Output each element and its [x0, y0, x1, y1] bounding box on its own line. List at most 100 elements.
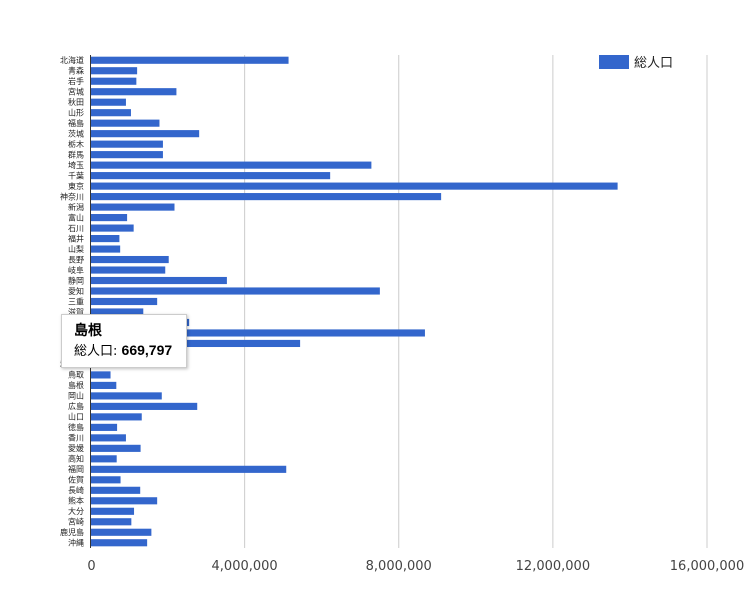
tooltip-series-label: 総人口:: [74, 344, 118, 359]
bar[interactable]: [90, 539, 148, 547]
bar[interactable]: [90, 371, 111, 379]
category-label: 埼玉: [68, 160, 84, 170]
category-label: 長崎: [68, 485, 84, 495]
category-label: 佐賀: [68, 475, 84, 485]
x-tick-label: 0: [87, 559, 95, 574]
bar[interactable]: [90, 109, 131, 117]
category-label: 熊本: [68, 496, 84, 506]
bar[interactable]: [90, 77, 137, 85]
category-label: 青森: [68, 66, 84, 76]
x-axis-tick-labels: 0 4,000,000 8,000,000 12,000,000 16,000,000: [87, 559, 744, 574]
category-label: 山形: [68, 107, 84, 117]
legend-swatch: [599, 55, 629, 69]
x-tick-label: 4,000,000: [212, 559, 278, 574]
category-label: 秋田: [68, 97, 84, 107]
legend-label: 総人口: [634, 56, 673, 71]
bar[interactable]: [90, 172, 331, 180]
bar[interactable]: [90, 119, 160, 127]
category-label: 愛知: [68, 286, 84, 296]
category-label: 大分: [68, 506, 84, 516]
bar[interactable]: [90, 402, 198, 410]
category-label: 新潟: [68, 202, 84, 212]
bar[interactable]: [90, 245, 121, 253]
category-label: 富山: [68, 212, 84, 222]
bar[interactable]: [90, 413, 142, 421]
category-label: 高知: [68, 454, 84, 464]
category-label: 滋賀: [68, 307, 84, 317]
bar[interactable]: [90, 444, 141, 452]
bar[interactable]: [90, 276, 227, 285]
legend: 総人口: [599, 55, 673, 71]
category-label: 栃木: [68, 139, 84, 149]
category-label: 長野: [68, 255, 84, 264]
bar[interactable]: [90, 140, 163, 148]
category-label: 三重: [68, 296, 84, 306]
bar[interactable]: [90, 67, 138, 75]
bar[interactable]: [90, 98, 126, 106]
category-label: 茨城: [68, 128, 84, 138]
bar[interactable]: [90, 130, 200, 138]
bar[interactable]: [90, 255, 169, 264]
category-label: 東京: [68, 181, 84, 191]
bar[interactable]: [90, 203, 175, 211]
bar[interactable]: [90, 518, 132, 526]
category-label: 静岡: [68, 275, 84, 285]
category-label: 群馬: [68, 149, 84, 159]
bar[interactable]: [90, 486, 141, 494]
bar[interactable]: [90, 423, 118, 431]
category-label: 広島: [68, 401, 84, 411]
bar[interactable]: [90, 465, 287, 473]
bar[interactable]: [90, 476, 121, 484]
category-label: 石川: [68, 224, 84, 233]
bar[interactable]: [90, 56, 289, 64]
bar[interactable]: [90, 151, 163, 159]
bar[interactable]: [90, 88, 177, 96]
category-label: 福島: [68, 118, 84, 128]
bar[interactable]: [90, 434, 126, 442]
bar[interactable]: [90, 235, 120, 243]
gridlines: [244, 55, 708, 548]
category-label: 徳島: [68, 422, 84, 432]
category-label: 岩手: [68, 76, 84, 86]
bar[interactable]: [90, 528, 152, 536]
bar[interactable]: [90, 214, 128, 222]
bar[interactable]: [90, 193, 442, 201]
category-label: 愛媛: [68, 443, 84, 453]
bar[interactable]: [90, 381, 117, 389]
tooltip-value: 669,797: [121, 342, 173, 358]
category-label: 沖縄: [68, 538, 84, 548]
bar[interactable]: [90, 297, 158, 306]
bar[interactable]: [90, 392, 162, 400]
bar[interactable]: [90, 287, 380, 295]
tooltip-value-line: 総人口: 669,797: [74, 340, 186, 362]
bar[interactable]: [90, 455, 117, 463]
bar[interactable]: [90, 182, 618, 190]
category-label: 神奈川: [60, 191, 84, 201]
tooltip-title: 島根: [74, 323, 102, 339]
category-label: 宮城: [68, 87, 84, 97]
category-label: 鳥取: [68, 370, 84, 380]
category-label: 岐阜: [68, 265, 84, 275]
bars: [90, 56, 618, 547]
category-label: 宮崎: [68, 517, 84, 527]
bar[interactable]: [90, 308, 144, 316]
category-label: 山梨: [68, 244, 84, 254]
bar[interactable]: [90, 224, 134, 232]
bar[interactable]: [90, 161, 372, 169]
bar[interactable]: [90, 497, 158, 505]
category-label: 福岡: [68, 465, 84, 474]
x-tick-label: 12,000,000: [516, 559, 590, 574]
category-label: 福井: [68, 233, 84, 243]
category-label: 香川: [68, 433, 84, 443]
x-tick-label: 8,000,000: [366, 559, 432, 574]
bar[interactable]: [90, 329, 425, 337]
category-label: 北海道: [60, 55, 84, 65]
bar[interactable]: [90, 266, 166, 274]
tooltip: 島根 総人口: 669,797: [61, 314, 187, 368]
category-label: 山口: [68, 412, 84, 422]
bar[interactable]: [90, 339, 301, 348]
category-label: 鹿児島: [60, 527, 84, 537]
bar[interactable]: [90, 507, 135, 515]
category-labels: 北海道青森岩手宮城秋田山形福島茨城栃木群馬埼玉千葉東京神奈川新潟富山石川福井山梨…: [60, 55, 84, 548]
